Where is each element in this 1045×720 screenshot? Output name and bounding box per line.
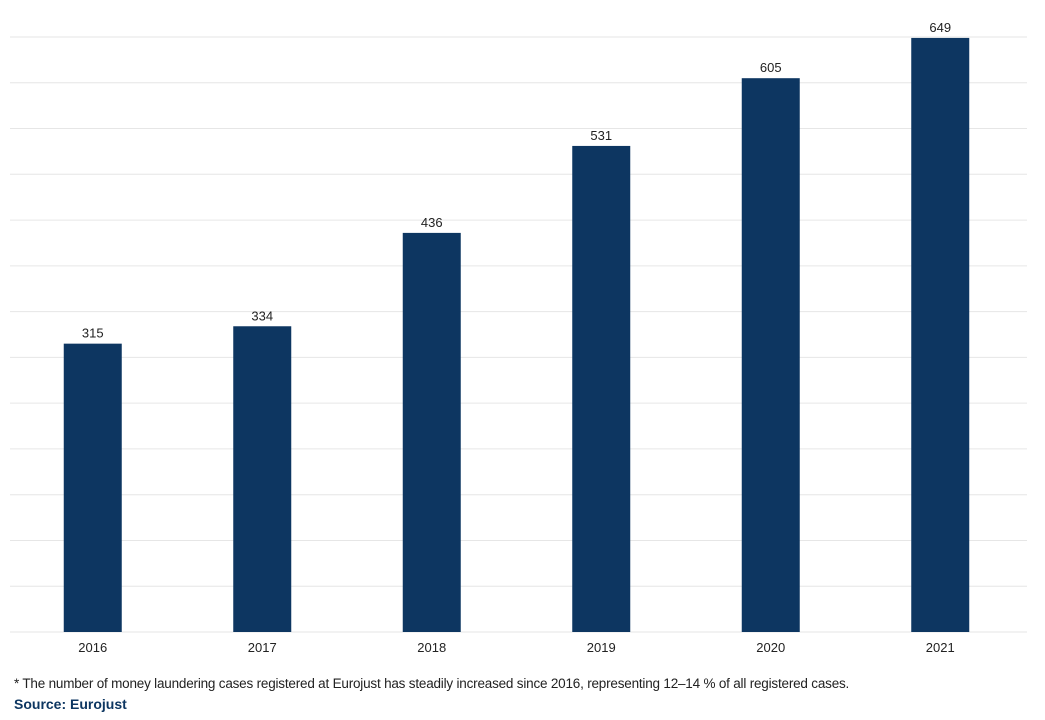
source-label: Source: Eurojust (14, 696, 127, 712)
data-label-2017: 334 (251, 308, 273, 323)
data-labels: 315 334 436 531 605 649 (82, 20, 951, 341)
x-tick-2019: 2019 (587, 640, 616, 655)
data-label-2019: 531 (590, 128, 612, 143)
bars (63, 37, 970, 632)
footnote: * The number of money laundering cases r… (14, 676, 850, 691)
gridlines (10, 36, 1027, 633)
x-tick-2018: 2018 (417, 640, 446, 655)
bar-2016 (63, 343, 122, 632)
x-axis-ticks: 2016 2017 2018 2019 2020 2021 (78, 640, 954, 655)
x-tick-2021: 2021 (926, 640, 955, 655)
bar-2019 (572, 145, 631, 632)
bar-2017 (233, 326, 292, 632)
bar-2020 (741, 78, 800, 632)
data-label-2018: 436 (421, 215, 443, 230)
data-label-2021: 649 (929, 20, 951, 35)
x-tick-2020: 2020 (756, 640, 785, 655)
x-tick-2017: 2017 (248, 640, 277, 655)
bar-2021 (911, 37, 970, 632)
data-label-2020: 605 (760, 60, 782, 75)
x-tick-2016: 2016 (78, 640, 107, 655)
data-label-2016: 315 (82, 326, 104, 341)
bar-2018 (402, 232, 461, 632)
